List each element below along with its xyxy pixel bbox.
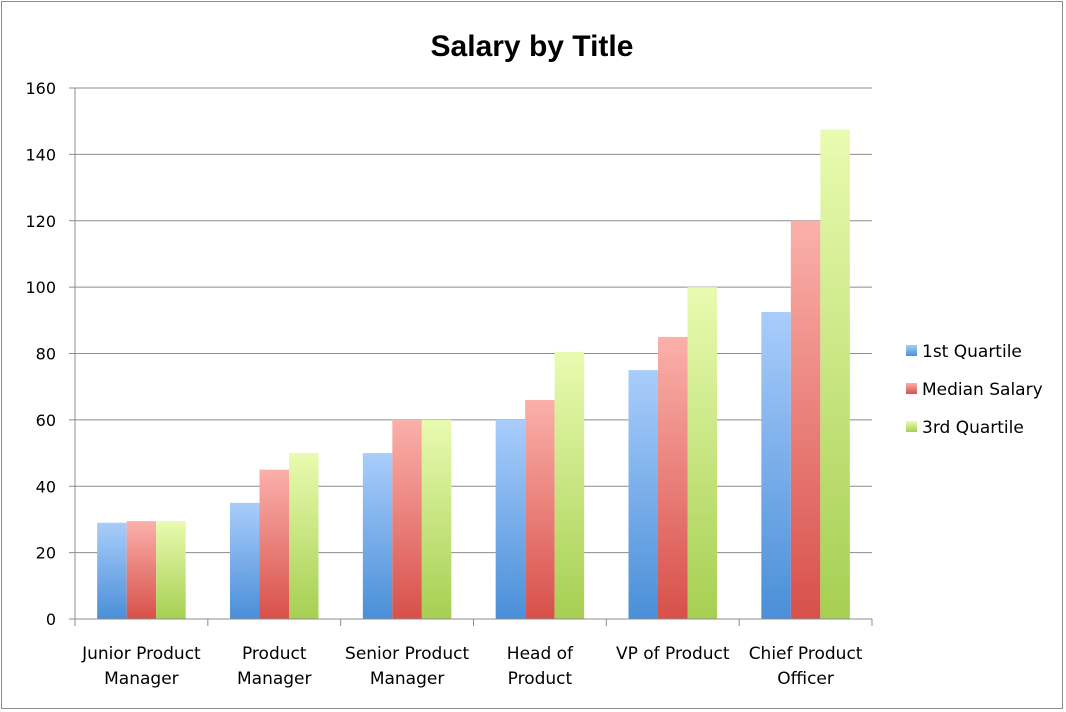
legend-label: 3rd Quartile [922,418,1024,438]
x-category-label: Chief Product Officer [749,644,863,689]
bar-3rd-quartile [421,419,452,619]
y-axis-ticks: 0 20 40 60 80 100 120 140 160 [25,79,56,629]
legend-label: 1st Quartile [922,342,1022,362]
bar-3rd-quartile [156,521,186,619]
bar-median-salary [126,521,157,619]
x-category-label: VP of Product [616,644,730,664]
x-category-label: Head of Product [507,644,574,689]
y-tick-label: 120 [25,212,56,231]
x-category-label: Junior Product Manager [81,644,201,689]
bar-1st-quartile [97,522,127,619]
bar-1st-quartile [628,370,658,619]
gridlines [69,87,872,620]
bar-3rd-quartile [554,351,585,619]
x-category-label: Product Manager [237,644,312,689]
y-tick-label: 60 [36,411,56,430]
bar-1st-quartile [230,502,260,619]
bar-median-salary [525,399,555,619]
chart-title: Salary by Title [431,30,634,63]
y-tick-label: 80 [36,345,56,364]
bars [97,129,850,619]
x-axis-labels: Junior Product Manager Product Manager Senio… [81,644,863,689]
bar-3rd-quartile [289,453,319,619]
legend: 1st Quartile Median Salary 3rd Quartile [906,342,1043,438]
y-tick-label: 160 [25,79,56,98]
bar-1st-quartile [761,312,791,619]
y-tick-label: 100 [25,278,56,297]
y-tick-label: 20 [36,544,56,563]
legend-label: Median Salary [922,380,1043,400]
bar-3rd-quartile [820,129,850,619]
x-axis [74,88,873,626]
bar-1st-quartile [495,419,526,619]
legend-swatch [906,383,917,394]
bar-median-salary [790,220,821,619]
legend-swatch [906,345,917,356]
bar-3rd-quartile [687,287,717,619]
bar-median-salary [392,419,422,619]
x-category-label: Senior Product Manager [345,644,469,689]
bar-median-salary [259,469,289,619]
bar-median-salary [658,336,688,619]
y-tick-label: 0 [46,610,56,629]
y-tick-label: 140 [25,145,56,164]
legend-swatch [906,421,917,432]
bar-1st-quartile [362,453,393,619]
y-tick-label: 40 [36,477,56,496]
